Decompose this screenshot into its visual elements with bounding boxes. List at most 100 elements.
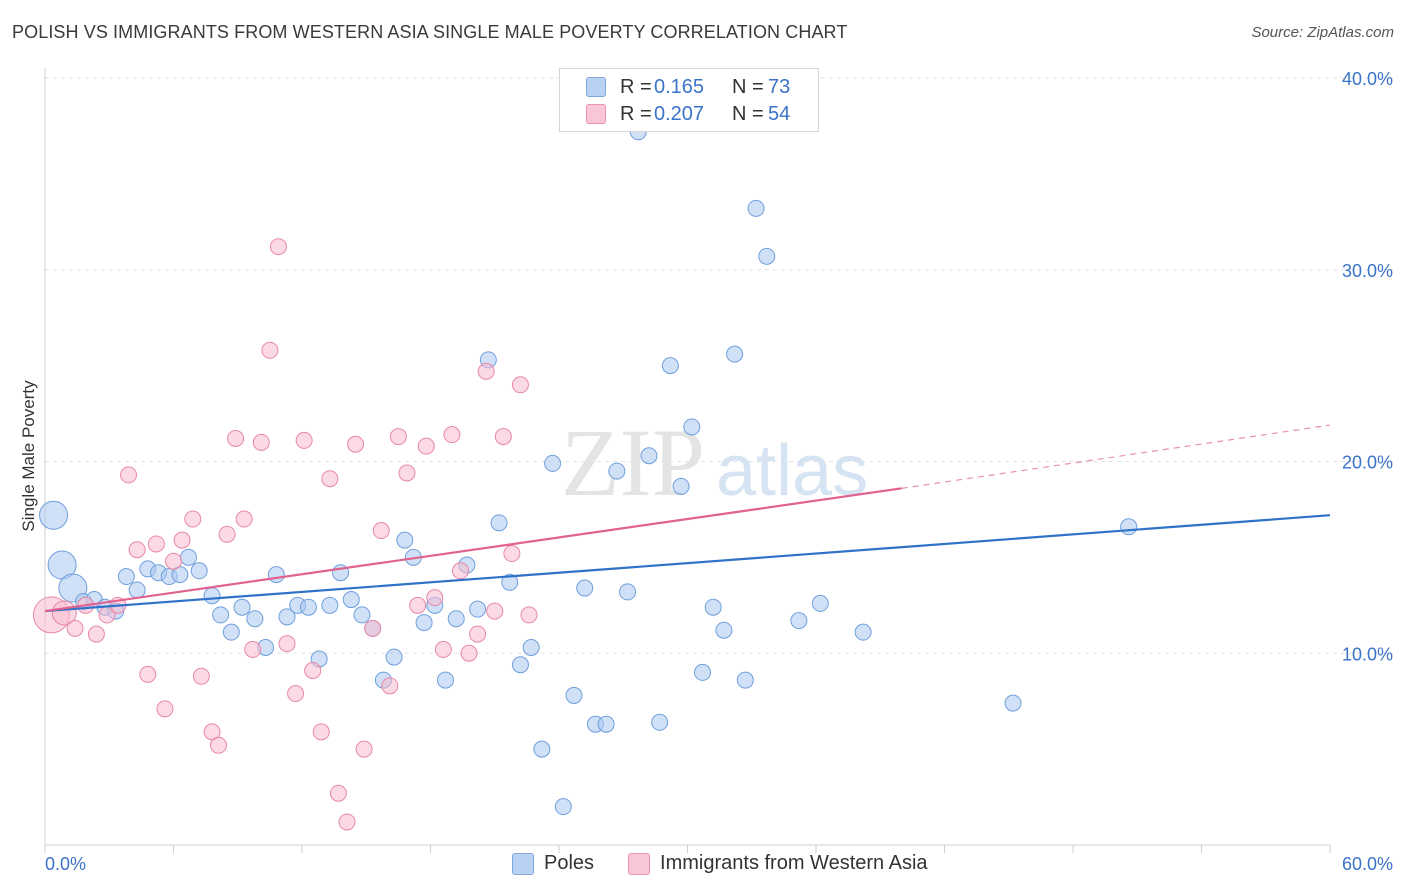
poles-point	[747, 199, 765, 217]
legend-n-label: N =	[732, 75, 764, 98]
western-asia-point	[278, 635, 296, 653]
western-asia-point	[338, 813, 356, 831]
poles-point	[501, 573, 519, 591]
poles-point	[353, 606, 371, 624]
poles-point	[128, 581, 146, 599]
x-tick-label: 60.0%	[1342, 854, 1393, 874]
poles-point	[565, 686, 583, 704]
western-asia-point	[269, 238, 287, 256]
source-label: Source: ZipAtlas.com	[1251, 24, 1394, 41]
western-asia-point	[520, 606, 538, 624]
western-asia-point	[329, 784, 347, 802]
western-asia-point	[443, 426, 461, 444]
western-asia-point	[120, 466, 138, 484]
poles-point	[597, 715, 615, 733]
poles-point	[544, 454, 562, 472]
series-name-poles: Poles	[544, 852, 595, 874]
legend-r-value: 0.207	[654, 102, 705, 125]
western-asia-point	[244, 640, 262, 658]
western-asia-point	[192, 667, 210, 685]
poles-point	[203, 587, 221, 605]
poles-point	[811, 594, 829, 612]
legend-n-value: 73	[768, 75, 791, 98]
western-asia-point	[139, 665, 157, 683]
legend-r-label: R =	[620, 102, 652, 125]
y-tick-label: 10.0%	[1342, 644, 1393, 664]
legend-r-label: R =	[620, 75, 652, 98]
y-tick-label: 40.0%	[1342, 69, 1393, 89]
poles-point	[117, 568, 135, 586]
legend-row-western-asia: R = 0.207 N = 54	[586, 102, 790, 126]
poles-point	[190, 562, 208, 580]
western-asia-point	[235, 510, 253, 528]
series-legend-poles: Poles	[512, 852, 594, 875]
legend-swatch-western-asia	[586, 104, 606, 124]
poles-point	[726, 345, 744, 363]
western-asia-point	[304, 662, 322, 680]
axes	[44, 68, 1331, 853]
western-asia-point	[252, 433, 270, 451]
western-asia-point	[381, 677, 399, 695]
western-asia-point	[128, 541, 146, 559]
poles-point	[299, 598, 317, 616]
poles-point	[693, 663, 711, 681]
western-asia-point	[173, 531, 191, 549]
chart-title: POLISH VS IMMIGRANTS FROM WESTERN ASIA S…	[12, 22, 848, 42]
poles-point	[1004, 694, 1022, 712]
western-asia-point	[165, 552, 182, 570]
poles-point	[704, 598, 722, 616]
western-asia-point	[156, 700, 174, 718]
poles-point	[736, 671, 754, 689]
western-asia-point	[389, 428, 407, 446]
poles-point	[469, 600, 487, 618]
poles-point	[415, 614, 433, 632]
series-swatch-poles	[512, 852, 534, 875]
poles-point	[683, 418, 701, 436]
series-legend-western-asia: Immigrants from Western Asia	[628, 852, 928, 875]
western-asia-point	[477, 362, 495, 380]
poles-point	[661, 357, 679, 375]
western-asia-point	[364, 619, 382, 637]
series-legend: Poles Immigrants from Western Asia	[512, 852, 962, 875]
legend-row-poles: R = 0.165 N = 73	[586, 75, 790, 99]
poles-point	[1120, 518, 1138, 536]
poles-point	[222, 623, 240, 641]
western-asia-point	[503, 545, 521, 563]
poles-point	[758, 247, 776, 265]
western-asia-point	[398, 464, 416, 482]
western-asia-point	[486, 602, 504, 620]
western-asia-point	[417, 437, 435, 455]
western-asia-points	[32, 238, 538, 831]
legend-r-value: 0.165	[654, 75, 705, 98]
gridlines	[45, 77, 1395, 654]
western-asia-point	[227, 429, 245, 447]
poles-point	[576, 579, 594, 597]
western-asia-point	[355, 740, 373, 758]
y-axis-label: Single Male Poverty	[19, 380, 38, 532]
poles-point	[715, 621, 733, 639]
legend: R = 0.165 N = 73 R = 0.207 N = 54	[559, 68, 819, 132]
series-swatch-western-asia	[628, 852, 651, 875]
watermark-atlas: atlas	[716, 431, 868, 511]
poles-point	[321, 596, 339, 614]
poles-point	[619, 583, 637, 601]
series-name-western-asia: Immigrants from Western Asia	[660, 852, 928, 874]
western-asia-point	[460, 644, 478, 662]
poles-point	[854, 623, 872, 641]
legend-n-value: 54	[768, 102, 791, 125]
poles-point	[267, 566, 285, 584]
poles-point	[447, 610, 465, 628]
poles-point	[385, 648, 403, 666]
western-asia-point	[372, 522, 390, 540]
western-asia-point	[321, 470, 339, 488]
western-asia-point	[66, 619, 84, 637]
western-asia-trend-extension	[901, 424, 1331, 489]
western-asia-point	[451, 562, 469, 580]
western-asia-point	[184, 510, 202, 528]
poles-point	[490, 514, 508, 532]
western-asia-point	[469, 625, 487, 643]
western-asia-point	[261, 341, 279, 359]
poles-point	[39, 500, 69, 530]
western-asia-point	[147, 535, 165, 553]
